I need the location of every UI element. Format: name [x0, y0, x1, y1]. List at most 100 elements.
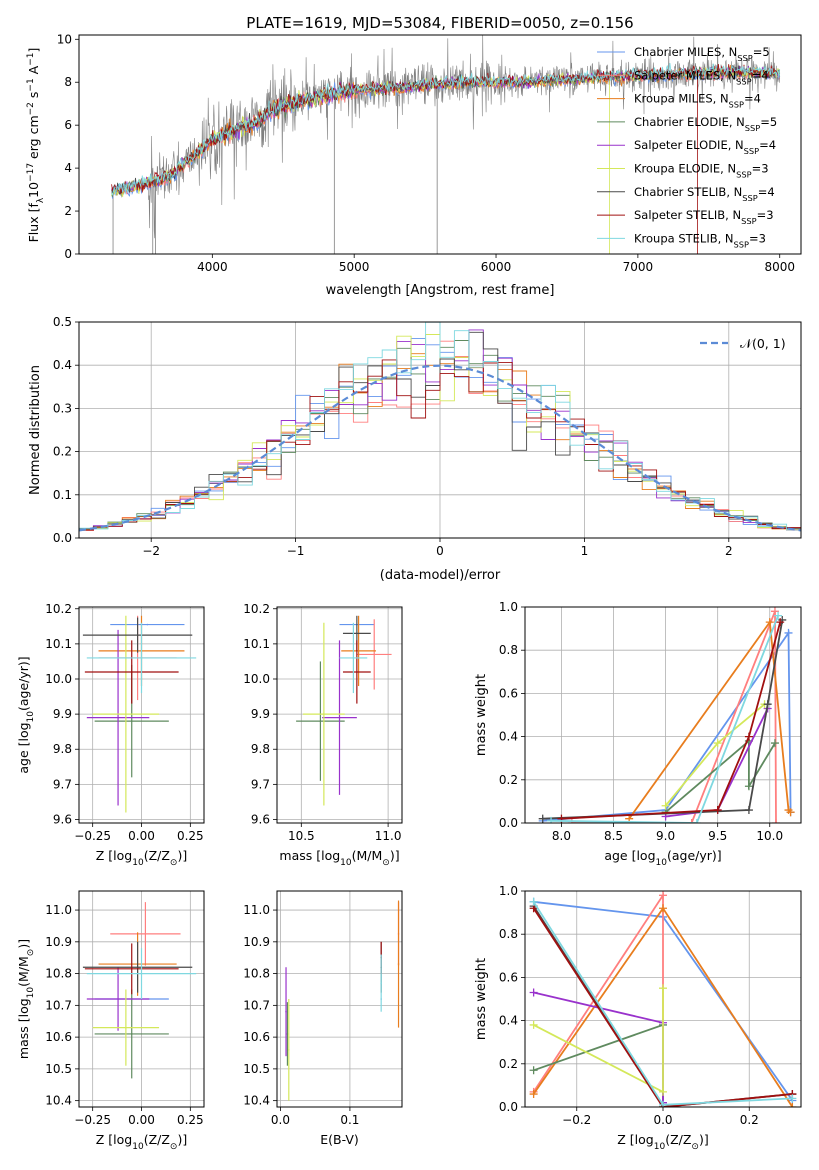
weight-z-panel-y-tick-label: 0.2 — [499, 1057, 518, 1071]
errorbar-chabrier-elodie — [286, 1002, 289, 1066]
age-z-panel-y-tick-label: 9.6 — [53, 812, 72, 826]
residuals-x-tick-label: 1 — [581, 544, 589, 558]
errorbar-kroupa-elodie — [92, 989, 160, 1066]
weight-age-panel-y-tick-label: 0.0 — [499, 816, 518, 830]
weight-age-panel-x-tick-label: 9.0 — [656, 829, 675, 843]
point-marker — [352, 657, 355, 659]
weight-marker-kroupa-stelib — [774, 611, 783, 620]
mass-ebv-panel: 0.0 0.1 10.4 10.5 10.6 10.7 10.8 10.9 11.0 E(B-V) — [243, 890, 403, 1147]
mass-ebv-panel-xlabel: E(B-V) — [320, 1132, 359, 1147]
mass-ebv-panel-y-tick-label: 10.7 — [243, 998, 270, 1012]
point-marker — [380, 982, 382, 984]
residuals-x-tick-label: −2 — [142, 544, 160, 558]
point-marker — [285, 1010, 287, 1013]
residuals-y-tick-label: 0.4 — [53, 358, 72, 372]
spectrum-y-tick-label: 6 — [64, 118, 72, 132]
spectrum-x-tick-label: 6000 — [481, 260, 512, 274]
spectrum-y-tick-label: 0 — [64, 247, 72, 261]
weight-z-panel: −0.2 0.0 0.2 0.0 0.2 0.4 0.6 0.8 1.0 Z [log10(Z/Z… — [474, 884, 802, 1152]
errorbar-chabrier-elodie — [94, 989, 169, 1079]
legend-label-kroupa-miles: Kroupa MILES, NSSP=4 — [634, 92, 761, 110]
weight-marker-kroupa-elodie — [659, 1087, 667, 1096]
weight-marker-kroupa-elodie — [713, 739, 722, 748]
axes-frame — [276, 606, 403, 824]
mass-z-panel-ylabel: mass [log10(M/M⊙)] — [16, 939, 36, 1059]
weight-line-chabrier-elodie — [665, 738, 776, 813]
point-marker — [140, 657, 143, 659]
spectrum-ylabel: Flux [fλ10−17 erg cm−2 s−1 A−1] — [26, 48, 46, 243]
weight-z-panel-x-tick-label: −0.2 — [562, 1113, 591, 1127]
age-mass-panel: 10.5 11.0 9.6 9.7 9.8 9.9 10.0 10.1 10.2 mass [lo… — [243, 602, 403, 868]
age-mass-panel-y-tick-label: 9.7 — [251, 777, 270, 791]
age-mass-panel-y-tick-label: 10.1 — [243, 637, 270, 651]
weight-age-panel-y-tick-label: 0.6 — [499, 686, 518, 700]
axes-frame — [78, 606, 205, 824]
axes-frame — [524, 890, 802, 1108]
age-mass-panel-x-tick-label: 10.5 — [288, 829, 315, 843]
mass-ebv-panel-y-tick-label: 10.6 — [243, 1030, 270, 1044]
residuals-ylabel: Normed distribution — [28, 365, 43, 495]
spectrum-x-tick-label: 7000 — [623, 260, 654, 274]
point-marker — [397, 963, 400, 965]
spectrum-y-tick-label: 2 — [64, 204, 72, 218]
axes-frame — [78, 34, 802, 255]
point-marker — [130, 968, 133, 970]
point-marker — [136, 966, 139, 969]
weight-marker-kroupa-miles — [529, 1090, 538, 1099]
point-marker — [130, 1033, 133, 1035]
age-z-panel-y-tick-label: 9.9 — [53, 707, 72, 721]
legend-label-salpeter-stelib: Salpeter STELIB, NSSP=3 — [634, 208, 774, 226]
age-z-panel-xlabel: Z [log10(Z/Z⊙)] — [96, 848, 187, 868]
weight-marker-salpeter-miles — [772, 819, 781, 823]
weight-z-panel-x-tick-label: 0.0 — [653, 1113, 672, 1127]
point-marker — [117, 716, 119, 719]
legend-label-kroupa-stelib: Kroupa STELIB, NSSP=3 — [634, 231, 766, 249]
residuals-panel: −2 −1 0 1 2 0.0 0.1 0.2 0.3 0.4 0.5 (data-model)/er… — [28, 315, 802, 583]
weight-age-panel-xlabel: age [log10(age/yr)] — [604, 848, 721, 868]
age-z-panel: −0.25 0.00 0.25 9.6 9.7 9.8 9.9 10.0 10.1 10.2 Z [… — [16, 602, 205, 868]
residuals-x-tick-label: 2 — [725, 544, 733, 558]
errorbar-chabrier-stelib — [82, 617, 193, 653]
axes-frame — [78, 890, 205, 1108]
age-z-panel-x-tick-label: −0.25 — [74, 829, 111, 843]
weight-marker-kroupa-stelib — [529, 897, 538, 906]
histogram-salpeter-stelib — [79, 359, 801, 531]
errorbar-salpeter-elodie — [285, 967, 287, 1057]
weight-marker-salpeter-elodie — [529, 988, 538, 997]
weight-z-panel-y-tick-label: 1.0 — [499, 884, 518, 898]
mass-z-panel-y-tick-label: 10.4 — [45, 1094, 72, 1108]
weight-marker-salpeter-stelib — [713, 806, 722, 815]
weight-line-kroupa-stelib — [550, 615, 779, 823]
legend-label-chabrier-miles: Chabrier MILES, NSSP=5 — [634, 45, 770, 63]
point-marker — [338, 716, 341, 719]
point-marker — [140, 972, 143, 975]
point-marker — [373, 653, 376, 656]
point-marker — [288, 1049, 290, 1051]
plot-area — [277, 891, 402, 1107]
spectrum-x-tick-label: 8000 — [764, 260, 795, 274]
age-z-panel-x-tick-label: 0.25 — [177, 829, 204, 843]
residuals-y-tick-label: 0.1 — [53, 488, 72, 502]
errorbar-kroupa-stelib — [86, 948, 197, 999]
weight-z-panel-y-tick-label: 0.4 — [499, 1014, 518, 1028]
mass-z-panel-y-tick-label: 10.8 — [45, 967, 72, 981]
residuals-xlabel: (data-model)/error — [380, 568, 501, 583]
errorbar-kroupa-elodie — [303, 622, 345, 806]
weight-marker-kroupa-elodie — [659, 984, 667, 993]
age-z-panel-y-tick-label: 10.0 — [45, 672, 72, 686]
errorbar-kroupa-stelib — [380, 954, 382, 1012]
weight-age-panel-ylabel: mass weight — [474, 674, 489, 756]
point-marker — [356, 671, 358, 673]
age-z-panel-y-tick-label: 10.1 — [45, 637, 72, 651]
weight-z-panel-y-tick-label: 0.6 — [499, 970, 518, 984]
weight-age-panel-x-tick-label: 9.5 — [708, 829, 727, 843]
errorbar-salpeter-elodie — [86, 967, 150, 1031]
age-z-panel-y-tick-label: 9.8 — [53, 742, 72, 756]
age-z-panel-y-tick-label: 10.2 — [45, 602, 72, 616]
age-z-panel-ylabel: age [log10(age/yr)] — [16, 656, 36, 773]
point-marker — [125, 1026, 127, 1029]
weight-age-panel-y-tick-label: 0.2 — [499, 773, 518, 787]
residuals-y-tick-label: 0.5 — [53, 315, 72, 329]
mass-z-panel-y-tick-label: 10.5 — [45, 1062, 72, 1076]
